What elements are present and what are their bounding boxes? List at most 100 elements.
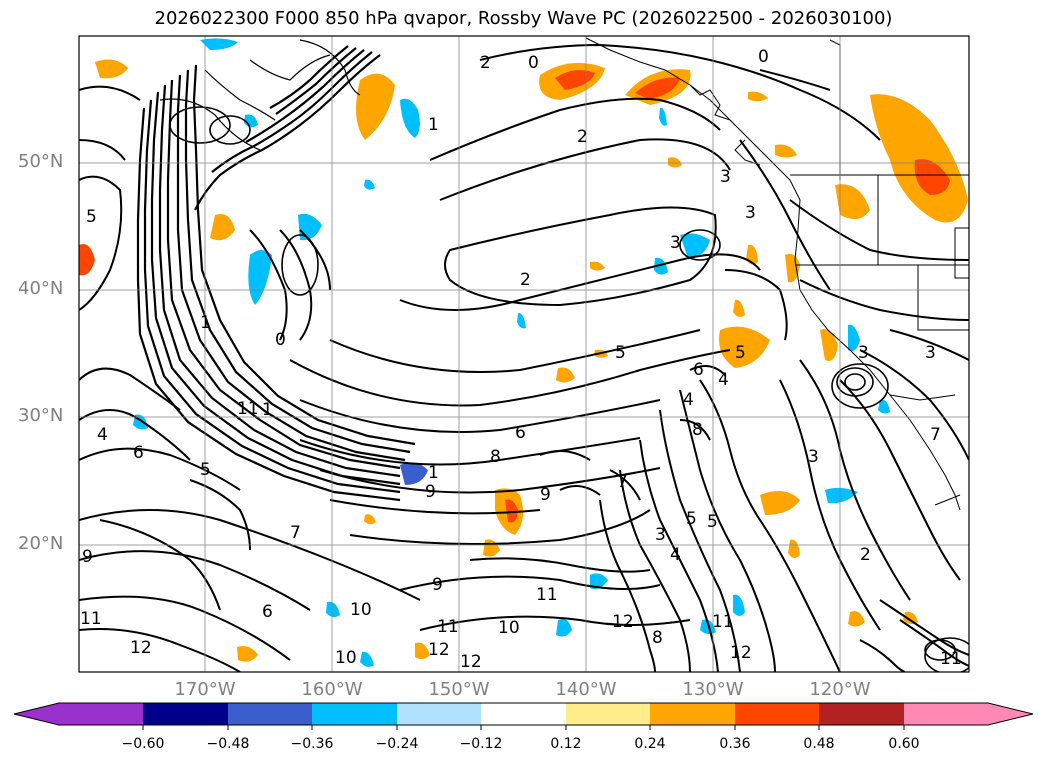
anomaly-shading [79,38,968,667]
contour-label: 7 [617,472,628,492]
colorbar-bin [735,703,820,725]
contour-label: 11 [536,585,558,605]
colorbar-bin [143,703,228,725]
contour-label: 11 [712,612,734,632]
contour-label: 5 [200,460,211,480]
contour-label: 1 [200,313,211,333]
colorbar-extend-low [14,703,59,725]
contour-label: 12 [460,652,482,672]
contour-labels: 0 0 0 1 1 1 1 2 2 2 2 3 3 3 3 3 3 3 4 4 … [80,47,962,672]
contour-label: 8 [692,420,703,440]
lon-label-170w: 170°W [174,679,236,700]
contour-label: 7 [290,523,301,543]
colorbar-bin [481,703,566,725]
lon-label-140w: 140°W [555,679,617,700]
contour-label: 9 [540,485,551,505]
colorbar-tick-label: −0.36 [290,736,334,752]
contour-label: 5 [707,512,718,532]
contour-label: 4 [670,545,681,565]
colorbar-bin [904,703,989,725]
contour-label: 7 [930,425,941,445]
colorbar-outline [13,702,1034,726]
colorbar-bin [819,703,904,725]
contour-label: 5 [615,343,626,363]
contour-label: 11 [940,649,962,669]
plot-frame [78,35,970,673]
lon-label-130w: 130°W [682,679,744,700]
contour-label: 3 [655,525,666,545]
contour-label: 12 [730,643,752,663]
contour-label: 9 [425,482,436,502]
contour-label: 3 [745,203,756,223]
colorbar-bin [566,703,651,725]
contour-label: 5 [735,343,746,363]
contour-label: 10 [350,600,372,620]
colorbar-tick-label: 0.12 [550,736,582,752]
lon-label-150w: 150°W [428,679,490,700]
contour-label: 1 [262,400,273,420]
colorbar-tick-label: −0.60 [121,736,165,752]
packed-contours [136,45,416,502]
contour-label: 3 [858,343,869,363]
colorbar-bin [397,703,482,725]
contour-label: 2 [577,127,588,147]
gridlines [79,36,969,672]
colorbar-bin [312,703,397,725]
contour-label: 10 [498,618,520,638]
contour-label: 3 [808,447,819,467]
lat-label-30n: 30°N [18,405,64,426]
contour-label: 0 [758,47,769,67]
contour-label: 2 [520,270,531,290]
contour-label: 12 [612,612,634,632]
contour-label: 8 [652,628,663,648]
colorbar-tick-label: 0.48 [803,736,835,752]
colorbar-bin [650,703,735,725]
contour-label: 5 [686,509,697,529]
contour-label: 5 [86,207,97,227]
colorbar-tick-label: 0.36 [719,736,751,752]
contour-label: 1 [428,463,439,483]
contour-label: 1 [428,115,439,135]
colorbar-tick-label: −0.24 [375,736,419,752]
colorbar [13,702,1034,730]
contour-label: 3 [925,343,936,363]
lat-label-20n: 20°N [18,533,64,554]
plot-area: 0 0 0 1 1 1 1 2 2 2 2 3 3 3 3 3 3 3 4 4 … [79,36,969,672]
contour-label: 2 [860,545,871,565]
contour-label: 10 [335,648,357,668]
contour-label: 4 [718,370,729,390]
thin-detail-contours [169,106,969,672]
map-title: 2026022300 F000 850 hPa qvapor, Rossby W… [154,8,893,29]
contour-label: 0 [528,53,539,73]
contour-label: 6 [262,602,273,622]
lat-label-50n: 50°N [18,151,64,172]
colorbar-bin [228,703,313,725]
contour-label: 8 [490,447,501,467]
contour-label: 0 [275,330,286,350]
contour-label: 3 [670,233,681,253]
contour-label: 3 [720,167,731,187]
contour-label: 6 [133,443,144,463]
contour-label: 2 [480,53,491,73]
contour-label: 11 [237,399,259,419]
contour-label: 11 [437,617,459,637]
contour-label: 6 [515,423,526,443]
lon-label-120w: 120°W [809,679,871,700]
colorbar-tick-label: −0.48 [206,736,250,752]
colorbar-tick-label: −0.12 [459,736,503,752]
contour-label: 12 [130,638,152,658]
contour-label: 4 [97,425,108,445]
contour-label: 12 [428,640,450,660]
contour-label: 9 [82,547,93,567]
contour-label: 9 [432,575,443,595]
contour-label: 6 [693,360,704,380]
colorbar-bin [59,703,144,725]
colorbar-tick-label: 0.24 [634,736,666,752]
alaska-islands [159,39,361,151]
lat-label-40n: 40°N [18,278,64,299]
colorbar-extend-high [988,703,1033,725]
contour-label: 4 [683,390,694,410]
lon-label-160w: 160°W [301,679,363,700]
colorbar-tick-label: 0.60 [888,736,920,752]
